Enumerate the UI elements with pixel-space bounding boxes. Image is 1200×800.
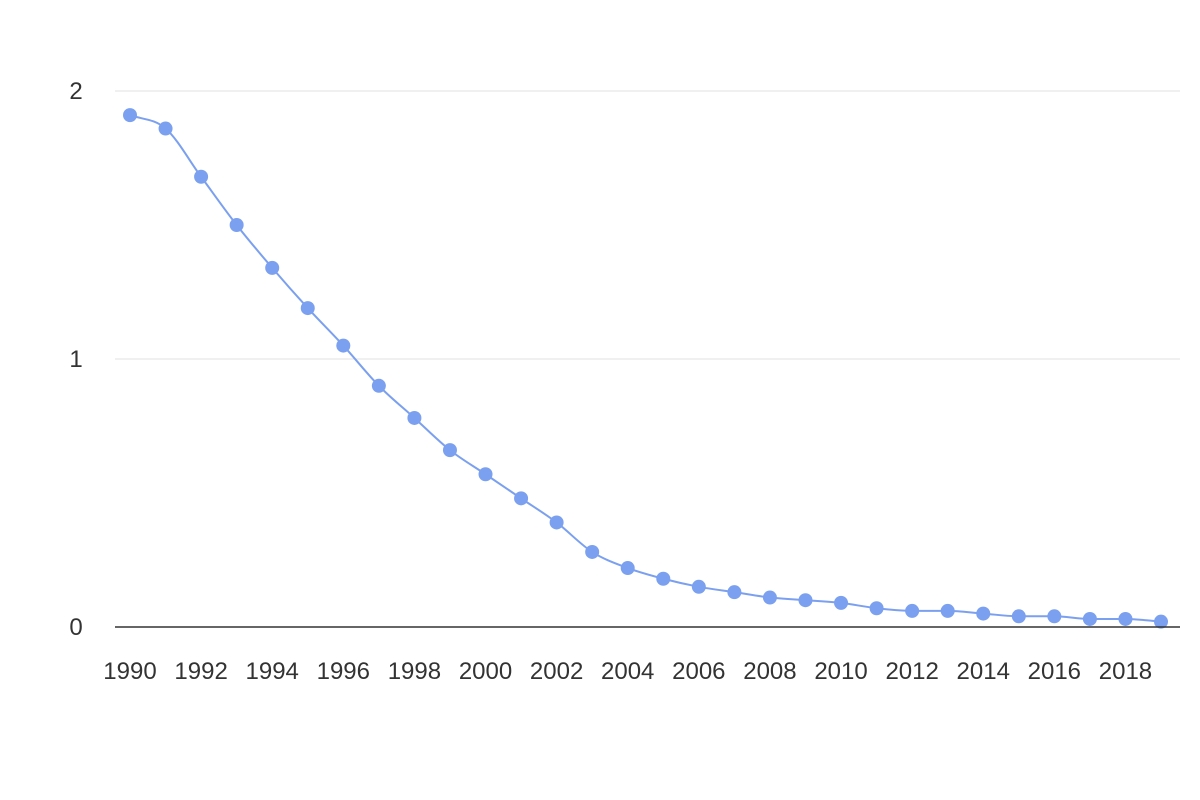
data-point-1994 — [265, 260, 280, 275]
x-tick-label-2016: 2016 — [1028, 658, 1081, 685]
y-tick-label-0: 0 — [69, 614, 82, 641]
x-tick-label-1992: 1992 — [174, 658, 227, 685]
data-point-1993 — [229, 218, 244, 232]
x-tick-label-2010: 2010 — [814, 658, 867, 685]
data-point-2011 — [869, 601, 884, 616]
data-point-2018 — [1118, 611, 1133, 626]
x-tick-label-1998: 1998 — [388, 658, 441, 685]
x-tick-label-1996: 1996 — [317, 658, 370, 685]
data-point-2014 — [976, 606, 991, 621]
x-tick-label-2008: 2008 — [743, 658, 796, 685]
data-point-1990 — [123, 108, 137, 123]
data-point-2000 — [478, 467, 493, 482]
x-tick-label-2006: 2006 — [672, 658, 725, 685]
x-tick-label-1990: 1990 — [103, 658, 156, 685]
data-point-1991 — [158, 121, 173, 136]
data-point-2017 — [1082, 611, 1097, 626]
grid-lines — [115, 90, 1180, 360]
x-axis-tick-labels: 1990 1992 1994 1996 1998 2000 2002 2004 2006 2008… — [103, 658, 1152, 685]
data-points — [123, 108, 1168, 629]
data-point-1995 — [300, 301, 315, 316]
series-line — [129, 114, 1162, 623]
data-point-2006 — [691, 579, 706, 594]
data-point-2012 — [905, 603, 920, 618]
data-point-2016 — [1047, 609, 1062, 624]
x-tick-label-2002: 2002 — [530, 658, 583, 685]
y-axis-tick-labels: 0 1 2 — [69, 78, 82, 641]
data-point-2003 — [585, 544, 600, 559]
data-point-2007 — [727, 585, 742, 600]
data-point-1999 — [442, 443, 457, 458]
data-point-2013 — [940, 603, 955, 618]
data-point-2001 — [514, 491, 529, 506]
data-point-1992 — [194, 169, 209, 184]
data-point-2004 — [620, 561, 635, 576]
y-tick-label-1: 1 — [69, 346, 82, 373]
x-tick-label-2000: 2000 — [459, 658, 512, 685]
data-point-2008 — [762, 590, 777, 605]
data-point-1997 — [371, 378, 386, 393]
data-point-2005 — [656, 571, 671, 586]
data-point-2002 — [549, 515, 564, 530]
data-point-2015 — [1011, 609, 1026, 624]
data-point-2009 — [798, 593, 813, 608]
data-point-2019 — [1154, 614, 1168, 629]
data-point-2010 — [834, 595, 849, 610]
x-tick-label-1994: 1994 — [246, 658, 299, 685]
x-tick-label-2012: 2012 — [885, 658, 938, 685]
y-tick-label-2: 2 — [69, 78, 82, 105]
data-point-1998 — [407, 410, 422, 425]
data-point-1996 — [336, 338, 351, 353]
series-1 — [129, 114, 1162, 623]
x-tick-label-2004: 2004 — [601, 658, 654, 685]
x-tick-label-2014: 2014 — [957, 658, 1010, 685]
x-tick-label-2018: 2018 — [1099, 658, 1152, 685]
